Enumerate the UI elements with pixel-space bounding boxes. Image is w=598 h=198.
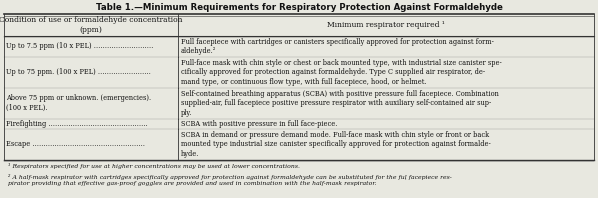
Text: Condition of use or formaldehyde concentration
(ppm): Condition of use or formaldehyde concent… — [0, 16, 183, 34]
Text: Full-face mask with chin style or chest or back mounted type, with industrial si: Full-face mask with chin style or chest … — [181, 59, 502, 86]
Text: Up to 7.5 ppm (10 x PEL) ………………………: Up to 7.5 ppm (10 x PEL) ……………………… — [6, 42, 153, 50]
Text: ¹ Respirators specified for use at higher concentrations may be used at lower co: ¹ Respirators specified for use at highe… — [8, 163, 300, 169]
Text: Escape ……………………………………………: Escape …………………………………………… — [6, 141, 145, 148]
Text: Up to 75 ppm. (100 x PEL) ……………………: Up to 75 ppm. (100 x PEL) …………………… — [6, 68, 151, 76]
Text: ² A half-mask respirator with cartridges specifically approved for protection ag: ² A half-mask respirator with cartridges… — [8, 174, 452, 186]
Text: Full facepiece with cartridges or canisters specifically approved for protection: Full facepiece with cartridges or canist… — [181, 38, 494, 55]
Text: Table 1.—Minimum Requirements for Respiratory Protection Against Formaldehyde: Table 1.—Minimum Requirements for Respir… — [96, 3, 502, 11]
Text: SCBA in demand or pressure demand mode. Full-face mask with chin style or front : SCBA in demand or pressure demand mode. … — [181, 131, 491, 158]
Text: Firefighting ………………………………………: Firefighting ……………………………………… — [6, 120, 148, 128]
Text: Mınimum respirator required ¹: Mınimum respirator required ¹ — [327, 21, 445, 29]
Text: Self-contained breathing apparatus (SCBA) with positive pressure full facepiece.: Self-contained breathing apparatus (SCBA… — [181, 90, 499, 117]
Text: SCBA with positive pressure in full face-piece.: SCBA with positive pressure in full face… — [181, 120, 337, 128]
Text: Above 75 ppm or unknown. (emergencies).
(100 x PEL).: Above 75 ppm or unknown. (emergencies). … — [6, 94, 151, 112]
